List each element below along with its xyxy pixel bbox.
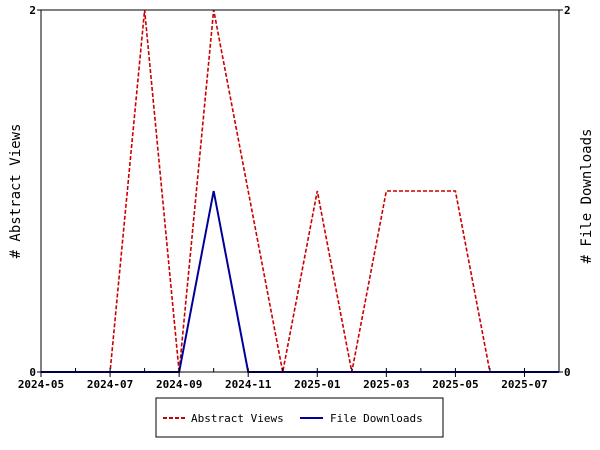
legend-label-abstract-views: Abstract Views bbox=[191, 412, 284, 425]
x-tick-label: 2025-01 bbox=[294, 378, 341, 391]
series-line-abstract-views bbox=[41, 9, 559, 373]
left-axis-title: # Abstract Views bbox=[8, 124, 24, 259]
x-tick-label: 2024-11 bbox=[225, 378, 272, 391]
chart-axes: 2024-05 2024-07 2024-09 2024-11 2025-01 2025-… bbox=[18, 4, 571, 391]
x-tick-label: 2024-05 bbox=[18, 378, 64, 391]
y-right-tick-label: 2 bbox=[564, 4, 571, 17]
x-tick-label: 2024-07 bbox=[87, 378, 133, 391]
y-left-tick-label: 2 bbox=[29, 4, 36, 17]
y-left-tick-label: 0 bbox=[29, 366, 36, 379]
chart-marks bbox=[40, 9, 560, 373]
legend-label-file-downloads: File Downloads bbox=[330, 412, 423, 425]
y-right-tick-label: 0 bbox=[564, 366, 571, 379]
plot-area-frame bbox=[40, 9, 560, 373]
x-tick-label: 2025-07 bbox=[501, 378, 547, 391]
x-tick-label: 2025-05 bbox=[432, 378, 478, 391]
legend-box bbox=[155, 397, 444, 438]
right-axis-title: # File Downloads bbox=[579, 129, 595, 264]
x-tick-label: 2024-09 bbox=[156, 378, 202, 391]
chart-legend: Abstract Views File Downloads bbox=[155, 397, 444, 438]
x-tick-label: 2025-03 bbox=[363, 378, 409, 391]
